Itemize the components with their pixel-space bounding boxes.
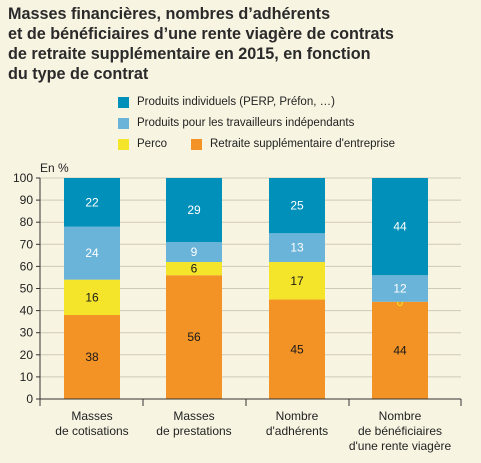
x-tick-label: Masses — [71, 409, 112, 423]
x-tick-label: de prestations — [156, 424, 231, 438]
y-axis-label: En % — [40, 161, 69, 175]
y-tick-label: 20 — [20, 348, 34, 362]
legend-swatch-independants — [118, 117, 129, 129]
legend-swatch-individuels — [118, 96, 129, 108]
data-label: 22 — [85, 195, 99, 209]
bar-segment-individuels — [372, 178, 428, 276]
x-tick-label: Nombre — [379, 409, 422, 423]
bar-segment-individuels — [64, 178, 120, 227]
title-line: et de bénéficiaires d’une rente viagère … — [8, 25, 394, 43]
y-tick-label: 40 — [20, 304, 34, 318]
legend-label: Perco — [137, 138, 168, 150]
data-label: 9 — [191, 245, 198, 259]
y-tick-label: 30 — [20, 326, 34, 340]
y-tick-label: 60 — [20, 259, 34, 273]
legend-item-individuels: Produits individuels (PERP, Préfon, …) — [118, 96, 335, 108]
x-tick-label: Nombre — [276, 409, 319, 423]
legend-swatch-perco — [118, 138, 129, 150]
bar-segment-independants — [166, 242, 222, 262]
data-label: 45 — [290, 342, 304, 356]
data-label: 29 — [187, 203, 201, 217]
bar-segment-independants — [64, 226, 120, 280]
data-label: 16 — [85, 290, 99, 304]
legend-label: Produits individuels (PERP, Préfon, …) — [137, 96, 335, 108]
bar-segment-independants — [269, 233, 325, 262]
data-label: 56 — [187, 330, 201, 344]
bar-segment-entreprise — [64, 315, 120, 399]
data-label: 12 — [393, 282, 407, 296]
bar-segment-entreprise — [372, 301, 428, 399]
x-tick-label: Masses — [173, 409, 214, 423]
y-tick-label: 90 — [20, 193, 34, 207]
bar-segment-perco — [64, 279, 120, 316]
legend-item-entreprise: Retraite supplémentaire d'entreprise — [191, 138, 395, 150]
data-label: 0 — [397, 295, 404, 309]
data-label: 13 — [290, 241, 304, 255]
legend-item-independants: Produits pour les travailleurs indépenda… — [118, 117, 354, 129]
title-line: du type de contrat — [8, 65, 149, 83]
data-label: 6 — [191, 262, 198, 276]
data-label: 17 — [290, 274, 304, 288]
data-label: 25 — [290, 199, 304, 213]
y-tick-label: 80 — [20, 215, 34, 229]
x-tick-label: de cotisations — [55, 424, 128, 438]
bar-segment-independants — [372, 275, 428, 302]
x-tick-label: de bénéficiaires — [358, 424, 442, 438]
y-tick-label: 0 — [26, 392, 33, 406]
x-tick-label: d'une rente viagère — [349, 439, 452, 453]
data-label: 24 — [85, 246, 99, 260]
chart-title: Masses financières, nombres d’adhérents … — [8, 4, 478, 84]
legend-label: Produits pour les travailleurs indépenda… — [137, 117, 355, 129]
legend-item-perco: Perco — [118, 138, 167, 150]
chart-legend: Produits individuels (PERP, Préfon, …) P… — [118, 96, 478, 160]
bar-segment-individuels — [269, 178, 325, 234]
bar-segment-individuels — [166, 178, 222, 243]
data-label: 38 — [85, 350, 99, 364]
title-line: Masses financières, nombres d’adhérents — [8, 5, 331, 23]
y-tick-label: 50 — [20, 282, 34, 296]
bar-segment-perco — [166, 261, 222, 276]
y-tick-label: 70 — [20, 237, 34, 251]
y-tick-label: 100 — [13, 171, 33, 185]
y-tick-label: 10 — [20, 370, 34, 384]
data-label: 44 — [393, 220, 407, 234]
bar-segment-entreprise — [166, 275, 222, 399]
legend-swatch-entreprise — [191, 138, 202, 150]
x-tick-label: d'adhérents — [266, 424, 328, 438]
data-label: 44 — [393, 343, 407, 357]
bar-segment-perco — [269, 261, 325, 300]
title-line: de retraite supplémentaire en 2015, en f… — [8, 45, 371, 63]
legend-label: Retraite supplémentaire d'entreprise — [210, 138, 396, 150]
bar-segment-entreprise — [269, 299, 325, 399]
